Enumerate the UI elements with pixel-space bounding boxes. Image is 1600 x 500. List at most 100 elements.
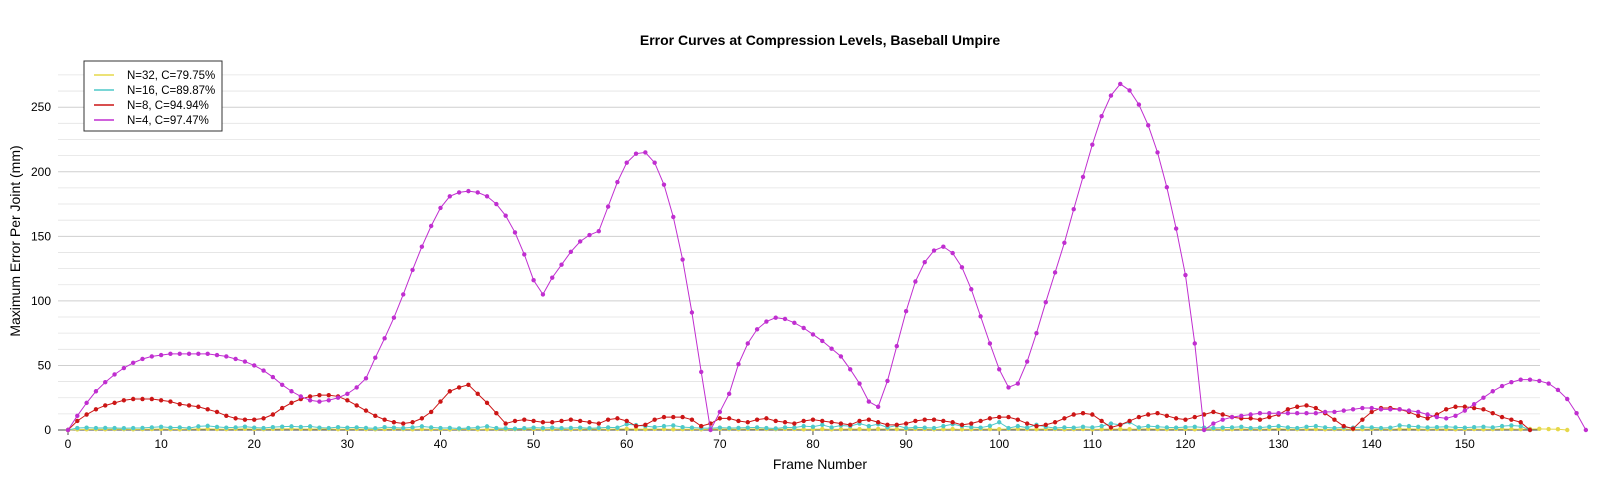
data-point <box>252 417 257 422</box>
data-point <box>624 418 629 424</box>
data-point <box>1406 423 1412 429</box>
data-point <box>214 352 220 358</box>
data-point <box>810 417 816 422</box>
data-point <box>503 213 508 218</box>
data-point <box>1453 413 1458 418</box>
data-point <box>112 425 117 431</box>
y-tick-label: 100 <box>31 294 51 308</box>
data-point <box>1034 423 1039 429</box>
data-point <box>1453 404 1458 409</box>
data-point <box>736 361 741 367</box>
data-point <box>1509 417 1514 422</box>
data-point <box>158 424 164 429</box>
data-point <box>1090 142 1095 147</box>
data-point <box>1099 427 1104 432</box>
data-point <box>941 427 946 432</box>
data-point <box>820 426 825 432</box>
data-point <box>130 425 136 431</box>
legend-item: N=4, C=97.47% <box>94 115 209 127</box>
data-point <box>1360 405 1365 411</box>
data-point <box>270 374 276 380</box>
data-point <box>931 425 937 431</box>
data-point <box>466 188 471 194</box>
data-point <box>419 416 425 421</box>
data-point <box>1183 417 1188 422</box>
data-point <box>1136 425 1142 430</box>
data-point <box>1434 424 1440 430</box>
data-point <box>1136 102 1142 107</box>
data-point <box>810 424 816 429</box>
data-point <box>978 418 983 424</box>
data-point <box>680 257 685 262</box>
data-point <box>373 355 378 360</box>
data-point <box>279 382 285 388</box>
data-point <box>587 420 592 425</box>
data-point <box>1006 414 1011 420</box>
data-point <box>1043 299 1048 305</box>
data-point <box>1565 396 1570 402</box>
data-point <box>1229 425 1235 430</box>
data-point <box>1453 425 1458 430</box>
data-point <box>121 425 127 431</box>
y-tick-label: 250 <box>31 100 51 114</box>
data-point <box>1295 404 1300 409</box>
data-point <box>1183 272 1188 278</box>
data-point <box>93 389 99 394</box>
data-point <box>605 204 611 209</box>
data-point <box>987 341 993 346</box>
data-point <box>773 418 778 424</box>
data-point <box>149 396 155 402</box>
y-tick-label: 50 <box>38 358 52 372</box>
data-point <box>596 421 601 426</box>
data-point <box>978 425 983 430</box>
data-point <box>1518 377 1523 382</box>
legend: N=32, C=79.75% N=16, C=89.87% N=8, C=94.… <box>83 60 223 132</box>
data-point <box>1108 425 1114 430</box>
data-point <box>792 320 797 326</box>
data-point <box>1071 412 1076 417</box>
data-point <box>419 244 425 249</box>
data-point <box>745 420 750 425</box>
data-point <box>1239 413 1244 418</box>
data-point <box>186 351 192 357</box>
data-point <box>1509 423 1514 428</box>
data-point <box>717 425 723 430</box>
y-axis-label: Maximum Error Per Joint (mm) <box>7 145 23 336</box>
data-point <box>1509 380 1514 385</box>
data-point <box>205 423 210 429</box>
data-point <box>1211 425 1216 431</box>
data-point <box>1276 423 1281 429</box>
legend-label: N=32, C=79.75% <box>127 70 215 82</box>
data-point <box>84 400 89 406</box>
data-point <box>531 278 536 283</box>
data-point <box>1108 93 1114 98</box>
series-3 <box>65 81 1589 433</box>
data-point <box>1220 412 1225 417</box>
data-point <box>1322 409 1328 415</box>
data-point <box>307 398 313 403</box>
data-point <box>1267 411 1272 416</box>
data-point <box>522 252 527 257</box>
x-tick-label: 50 <box>527 437 541 451</box>
data-point <box>494 411 499 416</box>
data-point <box>326 392 331 398</box>
data-point <box>550 425 555 430</box>
data-point <box>559 262 564 267</box>
data-point <box>1127 427 1132 432</box>
data-point <box>1099 423 1104 429</box>
data-point <box>512 418 518 424</box>
data-point <box>1052 270 1058 275</box>
data-point <box>233 416 238 421</box>
data-point <box>931 417 937 422</box>
data-point <box>559 425 564 431</box>
data-point <box>121 398 127 403</box>
data-point <box>1304 403 1309 408</box>
data-point <box>1537 426 1542 432</box>
data-point <box>140 425 145 431</box>
data-point <box>1378 425 1384 431</box>
data-point <box>410 267 415 273</box>
data-point <box>84 425 89 430</box>
data-point <box>1499 414 1505 420</box>
data-point <box>894 422 899 428</box>
data-point <box>801 423 806 429</box>
